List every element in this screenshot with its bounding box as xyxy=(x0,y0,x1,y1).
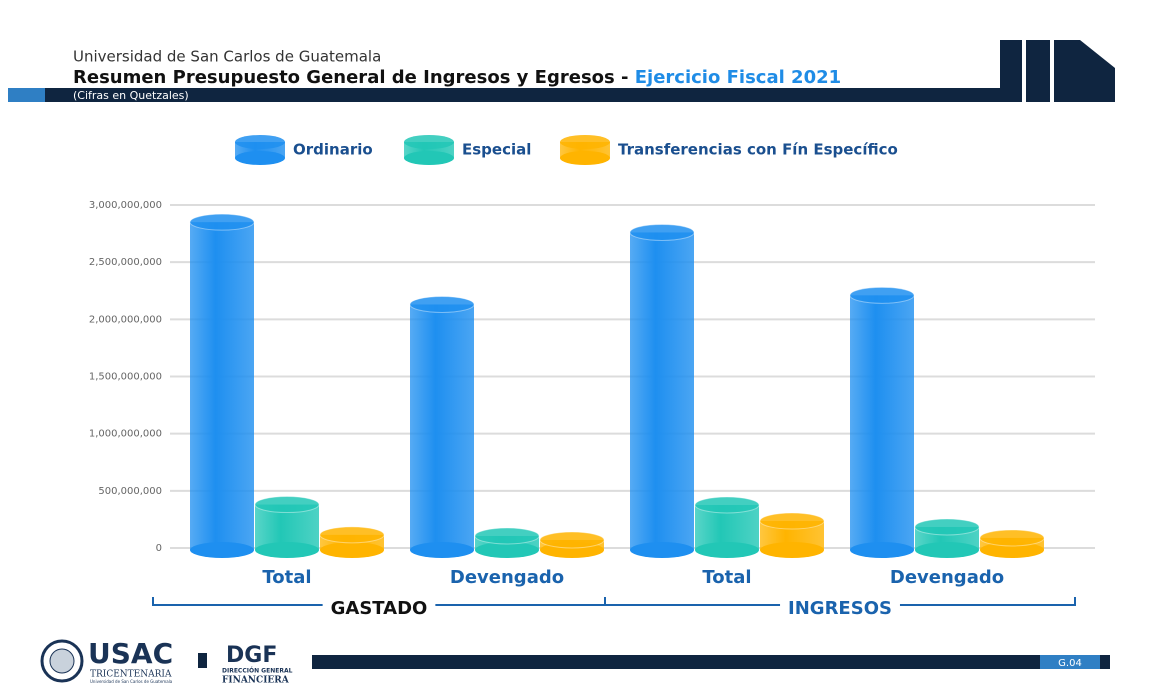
label-mask xyxy=(322,598,436,614)
plot: 0 500,000,000 1,000,000,000 1,500,000,000 2,… xyxy=(89,200,1095,619)
y-tick-label: 500,000,000 xyxy=(98,486,162,497)
separator xyxy=(198,653,207,668)
y-tick-label: 1,000,000,000 xyxy=(89,429,162,440)
page-number: G.04 xyxy=(1058,658,1082,669)
group-bracket: GASTADO xyxy=(152,597,606,619)
x-tick-label: Devengado xyxy=(890,567,1004,588)
legend-swatch-top xyxy=(560,135,610,149)
group-label: INGRESOS xyxy=(788,598,892,619)
dgf-logo: DGF xyxy=(226,643,277,668)
institution: Universidad de San Carlos de Guatemala xyxy=(73,48,381,66)
footer-bar xyxy=(312,655,1110,669)
bar-top xyxy=(319,526,385,544)
usac-sub: Universidad de San Carlos de Guatemala xyxy=(90,679,173,684)
bar xyxy=(694,496,760,558)
legend-label: Especial xyxy=(462,141,531,159)
bar-top xyxy=(849,286,915,304)
page-box xyxy=(1040,655,1100,669)
bar-top xyxy=(409,295,475,313)
y-tick-label: 1,500,000,000 xyxy=(89,372,162,383)
bar xyxy=(254,496,320,558)
bar-body xyxy=(850,295,914,550)
footer: USAC TRICENTENARIA Universidad de San Ca… xyxy=(40,637,1110,686)
bar xyxy=(849,286,915,558)
title: Resumen Presupuesto General de Ingresos … xyxy=(73,67,841,88)
bar xyxy=(319,526,385,558)
y-tick-label: 2,000,000,000 xyxy=(89,314,162,325)
y-tick-label: 0 xyxy=(156,543,162,554)
bar xyxy=(979,529,1045,558)
legend-swatch-top xyxy=(235,135,285,149)
legend-label: Transferencias con Fín Específico xyxy=(618,141,898,159)
bar-top xyxy=(189,213,255,231)
bar xyxy=(189,213,255,558)
bar-top xyxy=(694,496,760,514)
title-main: Resumen Presupuesto General de Ingresos … xyxy=(73,67,635,88)
bar-top xyxy=(254,496,320,514)
header-accent xyxy=(8,88,45,102)
group-bracket: INGRESOS xyxy=(604,597,1076,619)
bar xyxy=(539,531,605,558)
y-tick-label: 2,500,000,000 xyxy=(89,257,162,268)
bar xyxy=(409,295,475,558)
title-highlight: Ejercicio Fiscal 2021 xyxy=(635,67,841,88)
bar xyxy=(629,223,695,558)
legend-label: Ordinario xyxy=(293,141,373,159)
bar-body xyxy=(190,222,254,550)
bar xyxy=(759,512,825,558)
dgf-sub2: FINANCIERA xyxy=(222,676,290,686)
group-label: GASTADO xyxy=(331,598,428,619)
legend-item: Transferencias con Fín Específico xyxy=(560,135,898,165)
label-mask xyxy=(780,598,900,614)
usac-logo: USAC xyxy=(88,637,173,670)
bar-top xyxy=(914,518,980,536)
header-bar xyxy=(45,88,1000,102)
legend-swatch-top xyxy=(404,135,454,149)
corner-logo xyxy=(1000,40,1115,102)
bar-top xyxy=(979,529,1045,547)
bar-body xyxy=(410,304,474,550)
x-tick-label: Devengado xyxy=(450,567,564,588)
tricentenaria: TRICENTENARIA xyxy=(90,670,172,680)
bar-top xyxy=(539,531,605,549)
x-tick-label: Total xyxy=(262,567,311,588)
bar-top xyxy=(629,223,695,241)
dgf-sub: DIRECCIÓN GENERAL xyxy=(222,668,293,675)
seal xyxy=(40,639,84,683)
subtitle: (Cifras en Quetzales) xyxy=(73,89,189,102)
x-tick-label: Total xyxy=(702,567,751,588)
legend: Ordinario Especial Transferencias con Fín … xyxy=(235,135,898,165)
bar xyxy=(474,527,540,558)
y-tick-label: 3,000,000,000 xyxy=(89,200,162,211)
bar-body xyxy=(630,232,694,550)
bar xyxy=(914,518,980,558)
seal-inner xyxy=(49,648,75,674)
legend-item: Ordinario xyxy=(235,135,373,165)
bar-top xyxy=(474,527,540,545)
legend-item: Especial xyxy=(404,135,531,165)
bar-top xyxy=(759,512,825,530)
